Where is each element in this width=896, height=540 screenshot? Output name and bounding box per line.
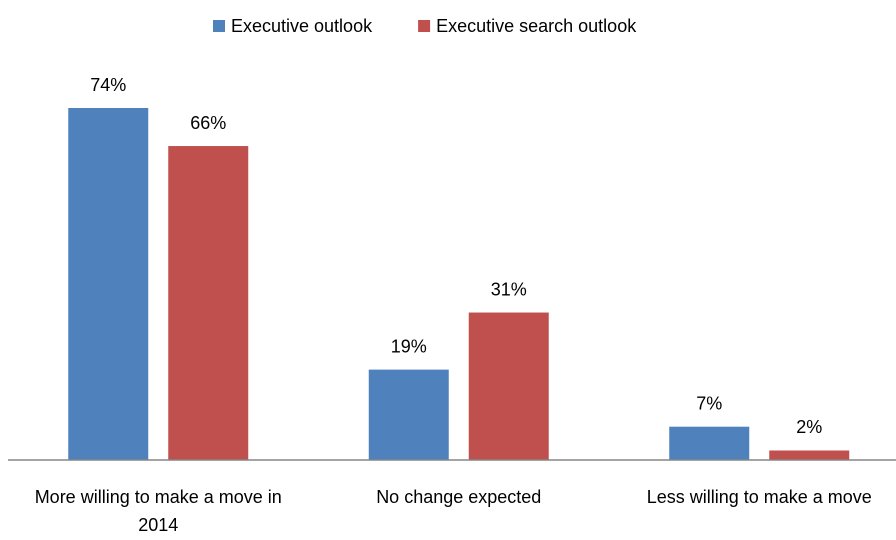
- legend-label: Executive outlook: [231, 16, 373, 36]
- x-tick-label: More willing to make a move in 2014: [34, 487, 282, 535]
- bar: [669, 426, 750, 460]
- value-label: 66%: [190, 113, 226, 133]
- x-tick-label: No change expected: [376, 487, 542, 507]
- bar: [168, 146, 249, 460]
- x-tick-label: Less willing to make a move: [646, 487, 872, 507]
- bar: [68, 108, 149, 460]
- bar: [769, 450, 850, 460]
- value-label: 19%: [391, 336, 427, 356]
- value-label: 31%: [491, 279, 527, 299]
- value-label: 2%: [796, 417, 822, 437]
- bar: [368, 369, 449, 460]
- bar: [468, 312, 549, 460]
- legend-swatch: [213, 20, 225, 32]
- value-label: 74%: [90, 75, 126, 95]
- legend-label: Executive search outlook: [436, 16, 637, 36]
- legend-swatch: [418, 20, 431, 32]
- value-label: 7%: [696, 393, 722, 413]
